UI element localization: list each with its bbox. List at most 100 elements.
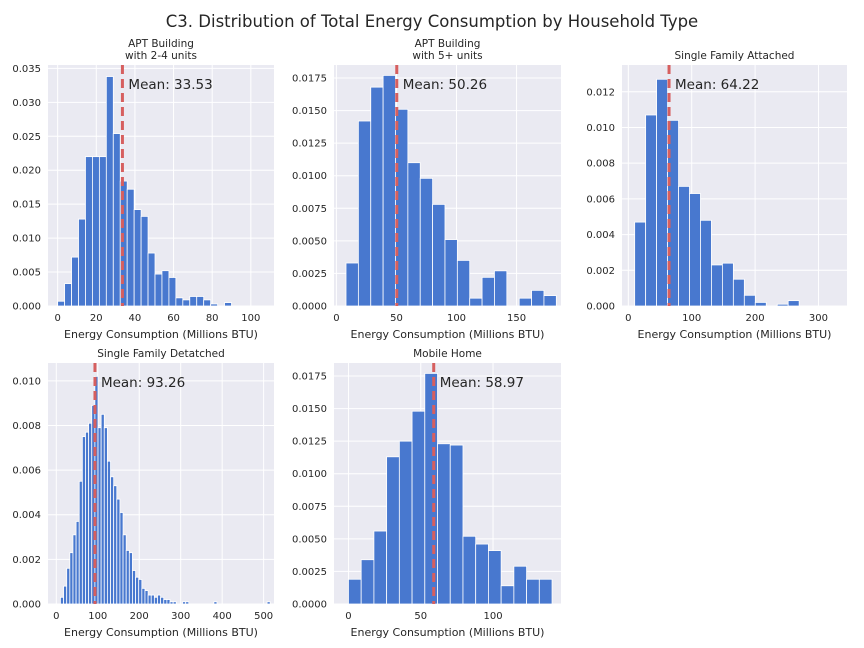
subplot-title: with 5+ units <box>412 50 482 62</box>
histogram-bar <box>81 436 86 604</box>
histogram-bar <box>147 252 156 306</box>
histogram-bar <box>75 521 80 604</box>
histogram-bar <box>169 601 174 604</box>
x-tick-label: 0 <box>333 313 339 324</box>
histogram-panel-4: Mean: 93.26 0 100 200 300 400 500 0.000 0.002 0.0… <box>12 348 274 639</box>
subplot-title: Mobile Home <box>413 348 482 360</box>
histogram-panel-2: Mean: 50.26 0 50 100 150 0.0000 0.0025 0.0050 0.… <box>292 38 561 341</box>
x-tick-label: 400 <box>213 611 232 622</box>
histogram-bar <box>126 188 135 306</box>
x-tick-label: 100 <box>241 313 260 324</box>
histogram-bar <box>63 585 68 604</box>
histogram-bar <box>161 270 170 306</box>
histogram-bar <box>78 480 83 604</box>
histogram-bar <box>113 485 118 604</box>
subplot-title: APT Building <box>128 38 194 50</box>
y-tick-label: 0.000 <box>586 302 615 313</box>
histogram-bar <box>182 299 191 306</box>
histogram-bar <box>166 599 171 604</box>
histogram-bar <box>85 156 93 306</box>
x-tick-label: 100 <box>483 611 502 622</box>
histogram-bar <box>60 596 64 604</box>
x-axis-label: Energy Consumption (Millions BTU) <box>638 328 832 341</box>
histogram-bar <box>150 594 155 604</box>
histogram-bar <box>88 422 93 604</box>
histogram-bar <box>373 530 388 604</box>
histogram-bar <box>92 156 100 306</box>
x-tick-label: 500 <box>254 611 273 622</box>
histogram-bar <box>213 601 218 604</box>
x-tick-label: 80 <box>206 313 219 324</box>
histogram-bar <box>449 444 464 604</box>
histogram-bar <box>128 552 133 604</box>
y-tick-label: 0.0100 <box>292 171 327 182</box>
histogram-bar <box>133 209 142 306</box>
x-axis-label: Energy Consumption (Millions BTU) <box>351 626 545 639</box>
histogram-bar <box>526 578 540 604</box>
mean-label: Mean: 93.26 <box>101 375 185 391</box>
histogram-bar <box>419 177 434 306</box>
histogram-bar <box>689 193 701 306</box>
histogram-bar <box>456 260 471 306</box>
x-tick-label: 0 <box>54 313 60 324</box>
histogram-bar <box>168 277 177 306</box>
y-tick-label: 0.004 <box>12 510 41 521</box>
histogram-bar <box>462 535 477 604</box>
histogram-bar <box>103 427 108 604</box>
mean-label: Mean: 33.53 <box>128 77 212 93</box>
histogram-bar <box>754 302 767 306</box>
y-tick-label: 0.0125 <box>292 139 327 150</box>
y-tick-label: 0.0150 <box>292 106 327 117</box>
histogram-bar <box>656 78 668 306</box>
histogram-bar <box>531 289 545 306</box>
histogram-bar <box>154 273 163 306</box>
mean-label: Mean: 58.97 <box>440 375 524 391</box>
y-tick-label: 0.002 <box>586 266 615 277</box>
histogram-bar <box>138 579 143 604</box>
histogram-bar <box>157 594 162 604</box>
histogram-panel-3: Mean: 64.22 0 100 200 300 0.000 0.002 0.004 0.00… <box>586 50 847 341</box>
histogram-bar <box>357 120 372 306</box>
histogram-bar <box>153 596 158 604</box>
histogram-bar <box>97 427 102 604</box>
mean-label: Mean: 50.26 <box>403 77 487 93</box>
histogram-bar <box>370 86 384 306</box>
subplot-title: APT Building <box>415 38 481 50</box>
histogram-bar <box>182 601 187 604</box>
histogram-bar <box>538 578 553 604</box>
x-tick-label: 300 <box>171 611 190 622</box>
y-tick-label: 0.020 <box>12 166 41 177</box>
histogram-bar <box>444 239 458 306</box>
x-tick-label: 50 <box>390 313 403 324</box>
x-tick-label: 40 <box>129 313 142 324</box>
histogram-bar <box>224 302 232 306</box>
x-tick-label: 0 <box>625 313 631 324</box>
histogram-bar <box>72 534 77 604</box>
mean-label: Mean: 64.22 <box>675 77 759 93</box>
x-tick-label: 50 <box>414 611 427 622</box>
x-tick-label: 0 <box>345 611 351 622</box>
histogram-bar <box>135 576 140 604</box>
y-tick-label: 0.010 <box>12 376 41 387</box>
y-tick-label: 0.006 <box>12 466 41 477</box>
histogram-bar <box>98 156 107 306</box>
y-tick-label: 0.0175 <box>292 74 327 85</box>
histogram-bar <box>700 219 712 306</box>
figure-title: C3. Distribution of Total Energy Consump… <box>166 12 698 31</box>
y-tick-label: 0.015 <box>12 200 41 211</box>
histogram-bar <box>69 552 74 604</box>
y-tick-label: 0.004 <box>586 230 615 241</box>
histogram-bar <box>122 534 127 604</box>
subplot-title: with 2-4 units <box>125 50 197 62</box>
histogram-bar <box>488 550 502 604</box>
histogram-bar <box>141 587 146 604</box>
y-tick-label: 0.025 <box>12 132 41 143</box>
histogram-bar <box>711 264 723 306</box>
histogram-bar <box>398 440 413 604</box>
x-axis-label: Energy Consumption (Millions BTU) <box>64 328 258 341</box>
histogram-bar <box>71 256 79 306</box>
histogram-panel-5: Mean: 58.97 0 50 100 0.0000 0.0025 0.0050 0.007… <box>292 348 561 639</box>
histogram-bar <box>475 543 489 604</box>
y-tick-label: 0.0000 <box>292 302 327 313</box>
